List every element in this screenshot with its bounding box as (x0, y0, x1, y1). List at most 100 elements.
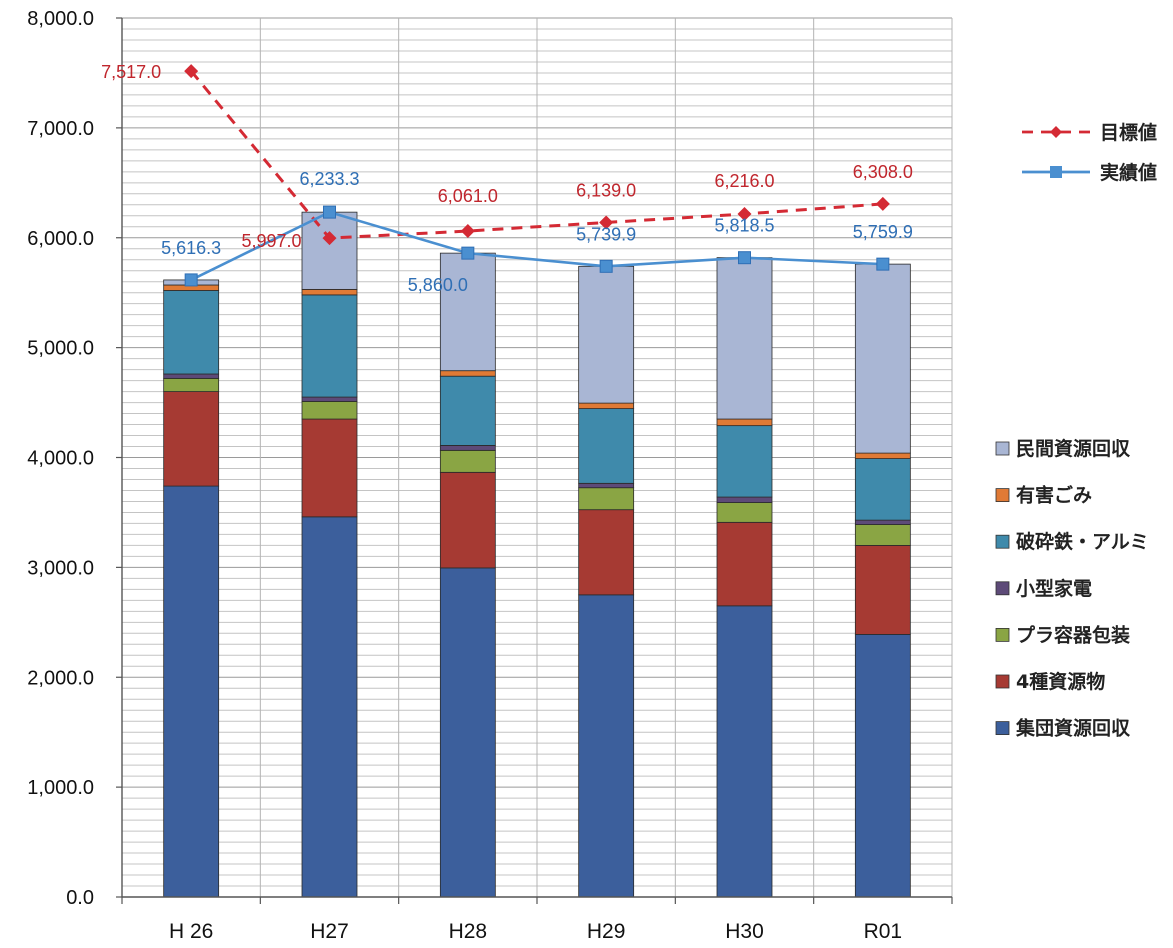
bar-segment (578, 509, 635, 596)
bar-segment (439, 445, 496, 451)
legend-bar-label: プラ容器包装 (1016, 623, 1130, 646)
bar-segment (578, 594, 635, 898)
bar-segment (578, 487, 635, 511)
bar-segment (439, 471, 496, 569)
actual-marker (461, 246, 475, 260)
y-tick-label: 7,000.0 (27, 118, 94, 140)
actual-data-label: 5,818.5 (714, 216, 774, 236)
actual-line (190, 210, 883, 282)
x-tick-label: H29 (587, 920, 626, 943)
legend-bar-label: 民間資源回収 (1016, 437, 1131, 460)
actual-data-label: 6,233.3 (299, 169, 359, 189)
bar-segment (854, 545, 911, 635)
bar-segment (439, 252, 496, 372)
legend-bar-swatch (995, 581, 1010, 596)
y-tick-label: 3,000.0 (27, 557, 94, 579)
x-tick-label: H27 (310, 920, 349, 943)
data-labels: 7,517.0 5,997.0 6,061.0 6,139.0 6,216.0 6,308… (101, 62, 913, 295)
x-tick-label: H28 (449, 920, 488, 943)
target-data-label: 6,061.0 (438, 186, 498, 206)
target-marker (460, 224, 475, 239)
target-data-label: 6,216.0 (714, 171, 774, 191)
bar-segment (578, 482, 635, 489)
bar-segment (578, 265, 635, 404)
bar-segment (716, 496, 773, 503)
actual-marker (738, 251, 751, 265)
bar-segment (163, 485, 220, 898)
legend-line-marker (1050, 126, 1062, 138)
bar-segment (163, 373, 220, 379)
legend-bar-swatch (995, 721, 1010, 735)
y-tick-label: 6,000.0 (27, 228, 94, 250)
legend-bar-label: 集団資源回収 (1015, 717, 1131, 740)
bar-segment (716, 502, 773, 523)
actual-marker (323, 205, 336, 219)
actual-data-label: 5,860.0 (408, 275, 468, 295)
actual-data-label: 5,739.9 (576, 224, 636, 244)
bar-segment (854, 519, 911, 525)
actual-marker (876, 257, 890, 271)
bar-segment (439, 375, 496, 446)
target-marker (184, 64, 199, 79)
bar-segment (578, 408, 635, 484)
actual-data-label: 5,616.3 (161, 238, 221, 258)
legend-bar-swatch (995, 674, 1010, 689)
x-tick-label: H 26 (169, 920, 213, 943)
bar-segment (716, 418, 773, 427)
line-series (184, 64, 890, 287)
x-tick-label: H30 (725, 920, 764, 943)
bar-segment (301, 211, 358, 290)
bar-segment (439, 449, 496, 473)
bar-segment (301, 418, 358, 518)
axes (116, 17, 953, 904)
y-axis-ticks: 0.0 1,000.0 2,000.0 3,000.0 4,000.0 5,000.0 6,… (27, 8, 94, 909)
bar-segment (301, 396, 358, 402)
bar-segment (854, 458, 911, 521)
legend-bar-swatch (995, 441, 1010, 456)
target-line (190, 70, 883, 240)
actual-data-label: 5,759.9 (853, 222, 913, 242)
bar-segment (716, 605, 773, 898)
bar-segment (854, 633, 911, 898)
x-tick-label: R01 (864, 920, 903, 943)
y-tick-label: 4,000.0 (27, 448, 94, 470)
target-marker (322, 231, 337, 246)
bar-segment (716, 257, 773, 420)
bar-stacks (163, 211, 911, 898)
y-tick-label: 5,000.0 (27, 338, 94, 360)
bar-segment (301, 401, 358, 420)
bar-segment (716, 521, 773, 607)
bar-segment (163, 391, 220, 487)
legend-line-label: 目標値 (1100, 121, 1157, 144)
target-marker (875, 196, 890, 211)
legend-bar-label: 破砕鉄・アルミ (1016, 530, 1149, 553)
bar-segment (439, 370, 496, 377)
legend-bar-swatch (995, 488, 1010, 503)
legend-bar-label: 4種資源物 (1016, 670, 1105, 693)
grid-lines (121, 17, 953, 898)
y-tick-label: 1,000.0 (27, 777, 94, 799)
bar-segment (578, 402, 635, 410)
legend-bar-swatch (995, 628, 1010, 642)
target-data-label: 7,517.0 (101, 62, 161, 82)
y-tick-label: 0.0 (66, 887, 94, 909)
bar-segment (163, 377, 220, 392)
x-axis-ticks: H 26 H27 H28 H29 H30 R01 (169, 920, 902, 943)
bar-segment (716, 425, 773, 498)
bar-segment (854, 263, 911, 454)
actual-marker (184, 273, 198, 287)
target-marker (599, 215, 614, 230)
target-marker (737, 207, 752, 222)
legend-line-marker (1050, 166, 1062, 178)
y-tick-label: 8,000.0 (27, 8, 94, 30)
bar-segment (854, 452, 911, 459)
legend-bar-label: 小型家電 (1016, 577, 1092, 600)
target-data-label: 5,997.0 (241, 231, 301, 251)
legend-bar-label: 有害ごみ (1016, 484, 1092, 507)
legend-bar-swatch (995, 534, 1010, 549)
target-data-label: 6,308.0 (853, 162, 913, 182)
actual-marker (599, 259, 613, 273)
bar-segment (439, 567, 496, 898)
